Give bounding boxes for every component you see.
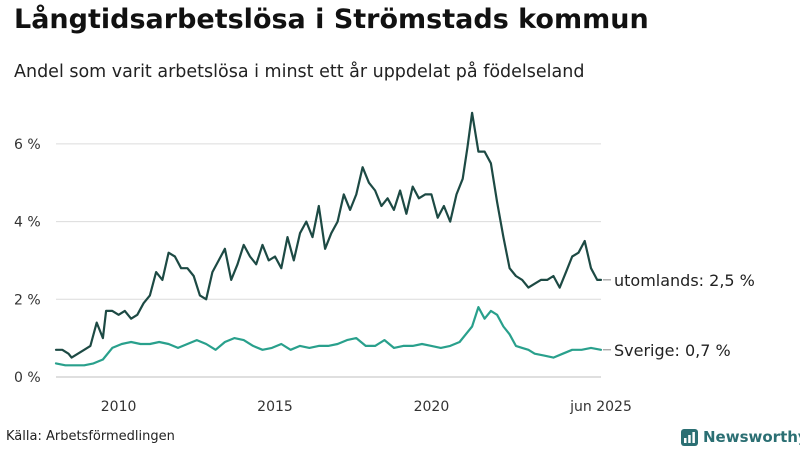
x-tick-label-1: 2015 — [257, 399, 293, 415]
source-note: Källa: Arbetsförmedlingen — [6, 429, 175, 444]
chart-subtitle: Andel som varit arbetslösa i minst ett å… — [14, 62, 585, 82]
x-axis-ticks: 2010 2015 2020 jun 2025 — [101, 399, 632, 415]
chart-title: Långtidsarbetslösa i Strömstads kommun — [14, 4, 649, 35]
end-label-sverige: Sverige: 0,7 % — [614, 341, 731, 360]
y-tick-label-2: 2 % — [14, 292, 41, 308]
x-tick-label-2: 2020 — [414, 399, 450, 415]
y-tick-label-4: 4 % — [14, 215, 41, 231]
gridlines — [56, 143, 601, 378]
x-tick-label-3: jun 2025 — [569, 399, 632, 415]
x-tick-label-0: 2010 — [101, 399, 137, 415]
y-tick-label-0: 0 % — [14, 370, 41, 386]
bar-chart-icon — [681, 428, 698, 446]
line-chart: 0 % 2 % 4 % 6 % 2010 2015 2020 jun 2025 utomla… — [14, 111, 755, 415]
series-lines — [54, 111, 603, 367]
series-end-labels: utomlands: 2,5 % Sverige: 0,7 % — [603, 271, 755, 360]
y-tick-label-6: 6 % — [14, 137, 41, 153]
y-axis-ticks: 0 % 2 % 4 % 6 % — [14, 137, 41, 386]
end-label-utomlands: utomlands: 2,5 % — [614, 271, 755, 290]
series-line-utomlands — [54, 111, 603, 359]
series-line-sverige — [54, 306, 603, 367]
newsworthy-logo[interactable]: Newsworthy — [681, 428, 800, 446]
brand-name: Newsworthy — [703, 428, 800, 446]
